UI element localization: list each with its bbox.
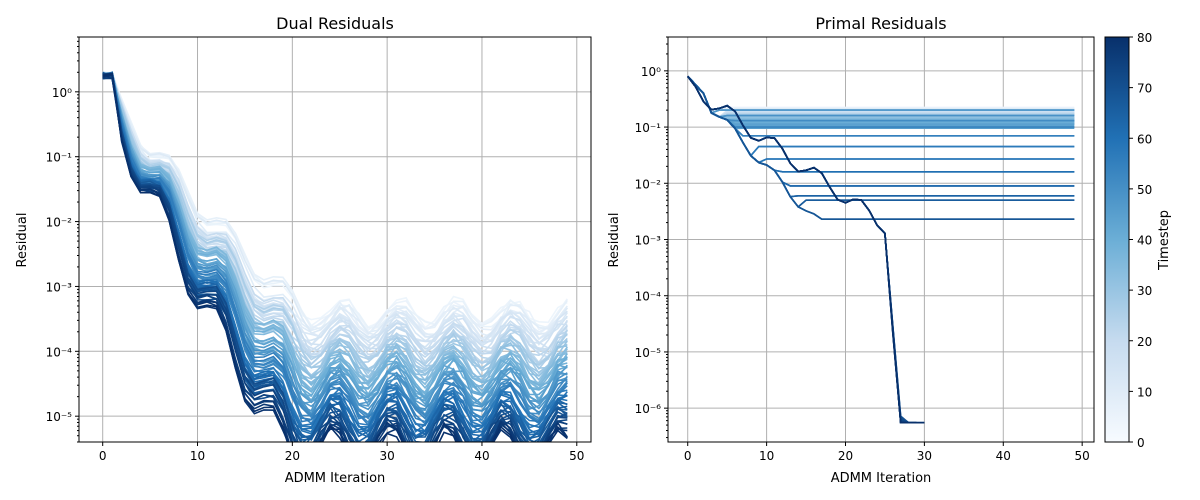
x-tick-label: 10	[759, 449, 774, 463]
dual-series-line	[102, 74, 568, 407]
primal-residuals-chart: Primal Residuals 0 10 20 30 40 50 10⁻⁶10⁻⁵10⁻…	[607, 14, 1095, 486]
primal-series-lines	[687, 75, 1075, 424]
primal-series-line	[687, 75, 1075, 122]
primal-chart-title: Primal Residuals	[815, 14, 946, 33]
y-tick-label: 10⁻⁴	[46, 345, 73, 359]
primal-series-line	[687, 75, 1075, 118]
primal-series-line	[687, 75, 1075, 119]
dual-plot-frame	[78, 36, 592, 443]
y-tick-label: 10⁰	[641, 65, 661, 79]
y-tick-label: 10⁻²	[635, 177, 662, 191]
dual-residuals-chart: Dual Residuals 0 10 20 30 40 50 10⁻⁵10⁻⁴10⁻³1…	[15, 14, 592, 486]
colorbar: 0 10 20 30 40 50 60 70 80 Timestep	[1104, 31, 1172, 450]
primal-series-line	[687, 75, 925, 424]
colorbar-tick-label: 0	[1137, 436, 1145, 450]
primal-series-line	[687, 75, 1075, 121]
x-tick-label: 20	[838, 449, 853, 463]
x-tick-label: 0	[99, 449, 107, 463]
primal-series-line	[687, 75, 1075, 115]
x-tick-label: 30	[380, 449, 395, 463]
y-tick-label: 10⁻³	[46, 280, 73, 294]
y-tick-label: 10⁻⁴	[635, 290, 662, 304]
x-tick-label: 0	[684, 449, 692, 463]
y-tick-label: 10⁻¹	[46, 151, 73, 165]
y-tick-label: 10⁰	[52, 86, 72, 100]
primal-series-line	[687, 75, 1075, 137]
primal-x-ticks: 0 10 20 30 40 50	[684, 442, 1090, 463]
x-tick-label: 40	[996, 449, 1011, 463]
dual-x-ticks: 0 10 20 30 40 50	[99, 442, 584, 463]
primal-series-line	[687, 75, 1075, 118]
dual-series-line	[102, 76, 568, 394]
colorbar-tick-label: 20	[1137, 335, 1152, 349]
colorbar-tick-label: 40	[1137, 234, 1152, 248]
primal-y-ticks: 10⁻⁶ 10⁻⁵ 10⁻⁴ 10⁻³ 10⁻² 10⁻¹ 10⁰	[635, 36, 668, 439]
primal-series-line	[687, 75, 1075, 220]
dual-x-axis-label: ADMM Iteration	[285, 471, 386, 486]
primal-series-line	[687, 75, 1075, 114]
colorbar-tick-label: 30	[1137, 284, 1152, 298]
y-tick-label: 10⁻³	[635, 234, 662, 248]
dual-y-ticks: 10⁻⁵ 10⁻⁴ 10⁻³ 10⁻² 10⁻¹ 10⁰	[46, 36, 79, 443]
x-tick-label: 10	[190, 449, 205, 463]
y-tick-label: 10⁻⁵	[635, 346, 662, 360]
dual-series-lines	[102, 71, 568, 442]
colorbar-label: Timestep	[1157, 210, 1172, 271]
primal-series-line	[687, 75, 1075, 209]
dual-series-line	[102, 73, 568, 336]
dual-series-line	[102, 73, 568, 442]
dual-series-line	[102, 72, 568, 442]
colorbar-gradient	[1104, 36, 1130, 443]
primal-series-line	[687, 75, 1075, 126]
y-tick-label: 10⁻⁵	[46, 410, 73, 424]
y-tick-label: 10⁻¹	[635, 121, 662, 135]
dual-series-line	[102, 77, 568, 442]
colorbar-tick-label: 10	[1137, 385, 1152, 399]
colorbar-tick-label: 60	[1137, 132, 1152, 146]
colorbar-tick-label: 70	[1137, 82, 1152, 96]
y-tick-label: 10⁻⁶	[635, 402, 662, 416]
primal-y-axis-label: Residual	[607, 213, 622, 268]
dual-y-axis-label: Residual	[15, 213, 30, 268]
x-tick-label: 50	[569, 449, 584, 463]
x-tick-label: 50	[1075, 449, 1090, 463]
y-tick-label: 10⁻²	[46, 216, 73, 230]
primal-gridlines	[668, 37, 1094, 442]
primal-series-line	[687, 75, 1075, 128]
primal-series-line	[687, 75, 1075, 120]
primal-x-axis-label: ADMM Iteration	[831, 471, 932, 486]
dual-series-line	[102, 72, 568, 442]
primal-series-line	[687, 75, 1075, 130]
colorbar-tick-label: 50	[1137, 183, 1152, 197]
primal-series-line	[687, 75, 1075, 123]
x-tick-label: 20	[285, 449, 300, 463]
x-tick-label: 30	[917, 449, 932, 463]
primal-series-line	[687, 75, 1075, 158]
dual-chart-title: Dual Residuals	[276, 14, 394, 33]
primal-series-line	[687, 75, 1075, 209]
colorbar-tick-label: 80	[1137, 31, 1152, 45]
x-tick-label: 40	[474, 449, 489, 463]
colorbar-ticks: 0 10 20 30 40 50 60 70 80	[1129, 31, 1152, 450]
